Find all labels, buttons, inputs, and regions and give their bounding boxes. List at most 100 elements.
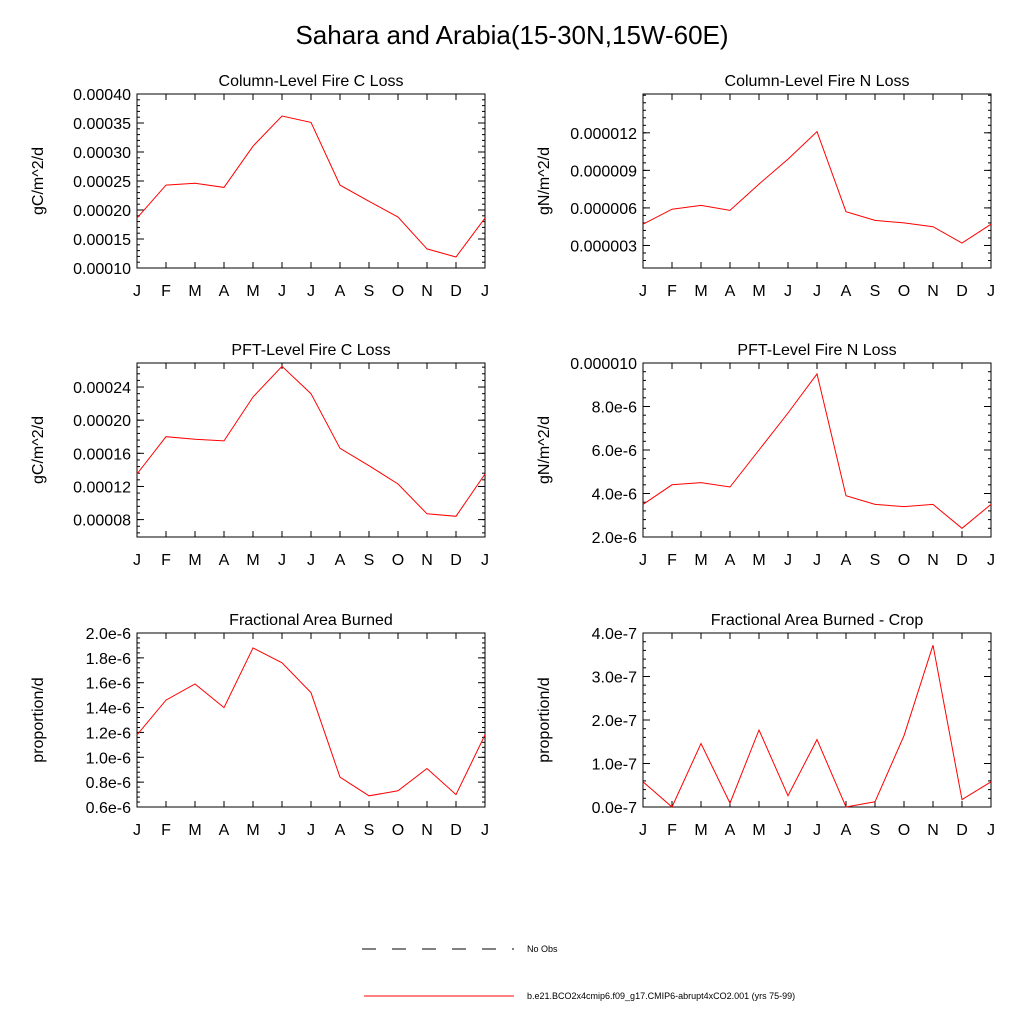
x-tick-label: S bbox=[364, 822, 375, 839]
series-line bbox=[136, 115, 486, 258]
x-tick-label: J bbox=[133, 552, 141, 569]
x-tick-label: J bbox=[987, 283, 995, 300]
x-tick-label: J bbox=[307, 822, 315, 839]
panel-title: PFT-Level Fire N Loss bbox=[737, 342, 896, 359]
y-tick-label: 0.000009 bbox=[570, 163, 637, 180]
x-tick-label: J bbox=[784, 552, 792, 569]
x-tick-label: S bbox=[870, 552, 881, 569]
x-tick-label: J bbox=[784, 822, 792, 839]
y-tick-label: 2.0e-6 bbox=[86, 626, 131, 643]
x-tick-label: A bbox=[335, 283, 346, 300]
y-tick-label: 0.00025 bbox=[73, 174, 131, 191]
legend bbox=[362, 948, 514, 997]
x-tick-label: M bbox=[188, 552, 201, 569]
y-tick-label: 2.0e-7 bbox=[592, 713, 637, 730]
x-tick-label: A bbox=[335, 822, 346, 839]
x-tick-label: M bbox=[694, 552, 707, 569]
panel-title: Column-Level Fire C Loss bbox=[219, 73, 404, 90]
x-tick-label: D bbox=[450, 822, 462, 839]
y-tick-label: 0.6e-6 bbox=[86, 800, 131, 817]
x-tick-label: J bbox=[987, 552, 995, 569]
y-tick-label: 8.0e-6 bbox=[592, 400, 637, 417]
plot-frame bbox=[136, 93, 486, 269]
x-tick-label: M bbox=[694, 822, 707, 839]
panel-fractional-area-burned-crop: Fractional Area Burned - Crop proportion/… bbox=[536, 612, 995, 839]
x-tick-label: N bbox=[421, 822, 433, 839]
x-tick-label: J bbox=[307, 283, 315, 300]
x-tick-label: F bbox=[667, 552, 677, 569]
x-tick-label: N bbox=[927, 822, 939, 839]
series-line bbox=[136, 647, 486, 797]
y-tick-label: 1.8e-6 bbox=[86, 651, 131, 668]
y-tick-label: 0.000003 bbox=[570, 238, 637, 255]
y-tick-label: 0.00010 bbox=[73, 261, 131, 278]
panel-title: Column-Level Fire N Loss bbox=[725, 73, 910, 90]
plot-frame bbox=[642, 632, 992, 808]
x-tick-label: J bbox=[278, 552, 286, 569]
x-tick-label: S bbox=[364, 283, 375, 300]
panel-title: Fractional Area Burned - Crop bbox=[711, 612, 924, 629]
panel-title: Fractional Area Burned bbox=[229, 612, 393, 629]
x-tick-label: J bbox=[639, 552, 647, 569]
y-tick-label: 4.0e-6 bbox=[592, 487, 637, 504]
x-tick-label: A bbox=[219, 822, 230, 839]
x-tick-label: A bbox=[219, 552, 230, 569]
y-tick-label: 1.0e-6 bbox=[86, 750, 131, 767]
x-tick-label: J bbox=[481, 552, 489, 569]
x-tick-label: M bbox=[188, 822, 201, 839]
y-axis-label: gC/m^2/d bbox=[30, 416, 47, 484]
x-tick-label: S bbox=[364, 552, 375, 569]
x-tick-label: S bbox=[870, 822, 881, 839]
x-tick-label: A bbox=[725, 552, 736, 569]
x-tick-label: J bbox=[813, 552, 821, 569]
x-tick-label: M bbox=[246, 822, 259, 839]
x-tick-label: F bbox=[161, 283, 171, 300]
plot-frame bbox=[642, 362, 992, 538]
x-tick-label: A bbox=[841, 552, 852, 569]
series-line bbox=[642, 645, 992, 808]
x-tick-label: J bbox=[133, 283, 141, 300]
x-tick-label: M bbox=[188, 283, 201, 300]
x-tick-label: O bbox=[898, 283, 910, 300]
x-tick-label: A bbox=[725, 822, 736, 839]
x-tick-label: J bbox=[307, 552, 315, 569]
x-tick-label: J bbox=[987, 822, 995, 839]
y-tick-label: 0.000010 bbox=[570, 356, 637, 373]
y-tick-label: 0.8e-6 bbox=[86, 775, 131, 792]
plot-frame bbox=[136, 632, 486, 808]
plot-frame bbox=[136, 362, 486, 538]
x-tick-label: F bbox=[161, 822, 171, 839]
series-line bbox=[642, 372, 992, 529]
y-tick-label: 0.00015 bbox=[73, 232, 131, 249]
y-tick-label: 1.4e-6 bbox=[86, 701, 131, 718]
y-tick-label: 0.000012 bbox=[570, 126, 637, 143]
x-tick-label: J bbox=[481, 822, 489, 839]
x-tick-label: A bbox=[335, 552, 346, 569]
x-tick-label: J bbox=[639, 283, 647, 300]
y-tick-label: 1.6e-6 bbox=[86, 676, 131, 693]
x-tick-label: N bbox=[421, 552, 433, 569]
x-tick-label: M bbox=[752, 283, 765, 300]
x-tick-label: J bbox=[133, 822, 141, 839]
x-tick-label: D bbox=[450, 283, 462, 300]
y-tick-label: 2.0e-6 bbox=[592, 530, 637, 547]
x-tick-label: D bbox=[956, 283, 968, 300]
x-tick-label: D bbox=[450, 552, 462, 569]
y-axis-label: gN/m^2/d bbox=[536, 147, 553, 215]
x-tick-label: A bbox=[841, 283, 852, 300]
y-tick-label: 0.00035 bbox=[73, 116, 131, 133]
y-tick-label: 6.0e-6 bbox=[592, 443, 637, 460]
y-axis-label: proportion/d bbox=[536, 677, 553, 762]
x-tick-label: F bbox=[667, 822, 677, 839]
x-tick-label: M bbox=[246, 283, 259, 300]
x-tick-label: N bbox=[927, 552, 939, 569]
y-tick-label: 1.0e-7 bbox=[592, 757, 637, 774]
x-tick-label: M bbox=[752, 552, 765, 569]
y-tick-label: 0.000006 bbox=[570, 201, 637, 218]
x-tick-label: J bbox=[278, 822, 286, 839]
x-tick-label: F bbox=[667, 283, 677, 300]
